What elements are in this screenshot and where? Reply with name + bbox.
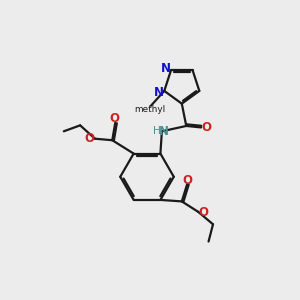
Text: O: O (183, 173, 193, 187)
Text: O: O (199, 206, 208, 219)
Text: O: O (202, 121, 212, 134)
Text: N: N (159, 125, 169, 138)
Text: O: O (85, 132, 95, 145)
Text: methyl: methyl (134, 105, 165, 114)
Text: H: H (153, 126, 160, 136)
Text: N: N (154, 86, 164, 99)
Text: O: O (110, 112, 120, 125)
Text: N: N (160, 62, 171, 75)
